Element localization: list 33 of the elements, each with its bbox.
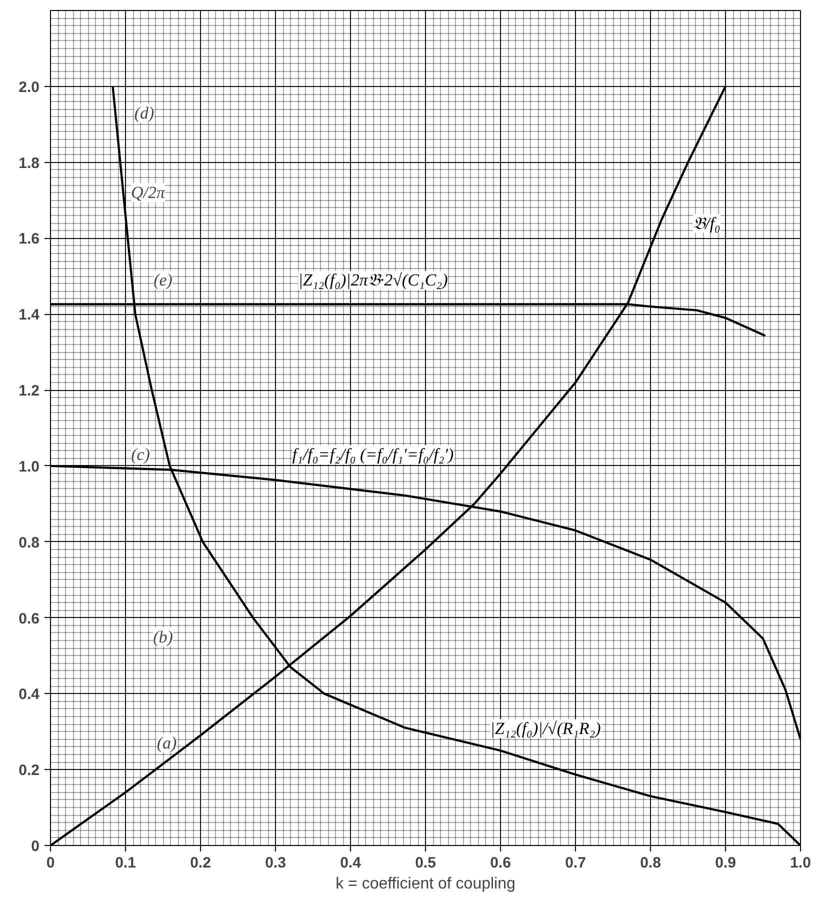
y-tick-label: 2.0: [18, 78, 40, 96]
x-tick-label: 0.1: [115, 854, 136, 872]
annotation: (d): [134, 103, 154, 122]
y-tick-label: 0.6: [18, 610, 40, 628]
annotation: (e): [154, 270, 173, 290]
x-tick-label: 0.5: [415, 854, 436, 872]
y-tick-label: 1.4: [18, 306, 40, 324]
x-tick-label: 0.2: [190, 854, 211, 872]
x-tick-label: 0.4: [340, 854, 362, 872]
y-tick-label: 1.6: [18, 230, 40, 248]
series-label: |Z₁₂(f₀)|2π𝔅·2√(C₁C₂): [298, 270, 448, 290]
series-label: |Z₁₂(f₀)|/√(R₁R₂): [490, 719, 602, 738]
annotation: Q/2π: [130, 183, 166, 202]
x-tick-label: 1.0: [790, 854, 811, 872]
annotation: (a): [156, 734, 177, 753]
x-tick-label: 0.8: [640, 854, 661, 872]
y-tick-label: 0.4: [18, 686, 40, 704]
x-tick-label: 0.9: [715, 854, 736, 872]
annotation: (b): [153, 627, 174, 646]
y-tick-label: 1.2: [18, 382, 40, 400]
x-tick-label: 0: [46, 854, 55, 872]
y-tick-label: 0.2: [18, 762, 40, 780]
x-axis-title: k = coefficient of coupling: [336, 876, 516, 892]
y-tick-label: 0: [31, 838, 40, 855]
series-label: 𝔅/f₀: [693, 214, 721, 233]
x-tick-label: 0.7: [565, 854, 586, 872]
x-tick-label: 0.3: [265, 854, 286, 872]
y-tick-label: 1.8: [18, 154, 40, 172]
x-tick-label: 0.6: [490, 854, 511, 872]
series-label: f₁/f₀=f₂/f₀ (=f₀/f₁′=f₀/f₂′): [292, 445, 454, 464]
annotation: (c): [131, 445, 150, 464]
y-tick-label: 1.0: [18, 458, 40, 476]
y-tick-label: 0.8: [18, 534, 40, 552]
